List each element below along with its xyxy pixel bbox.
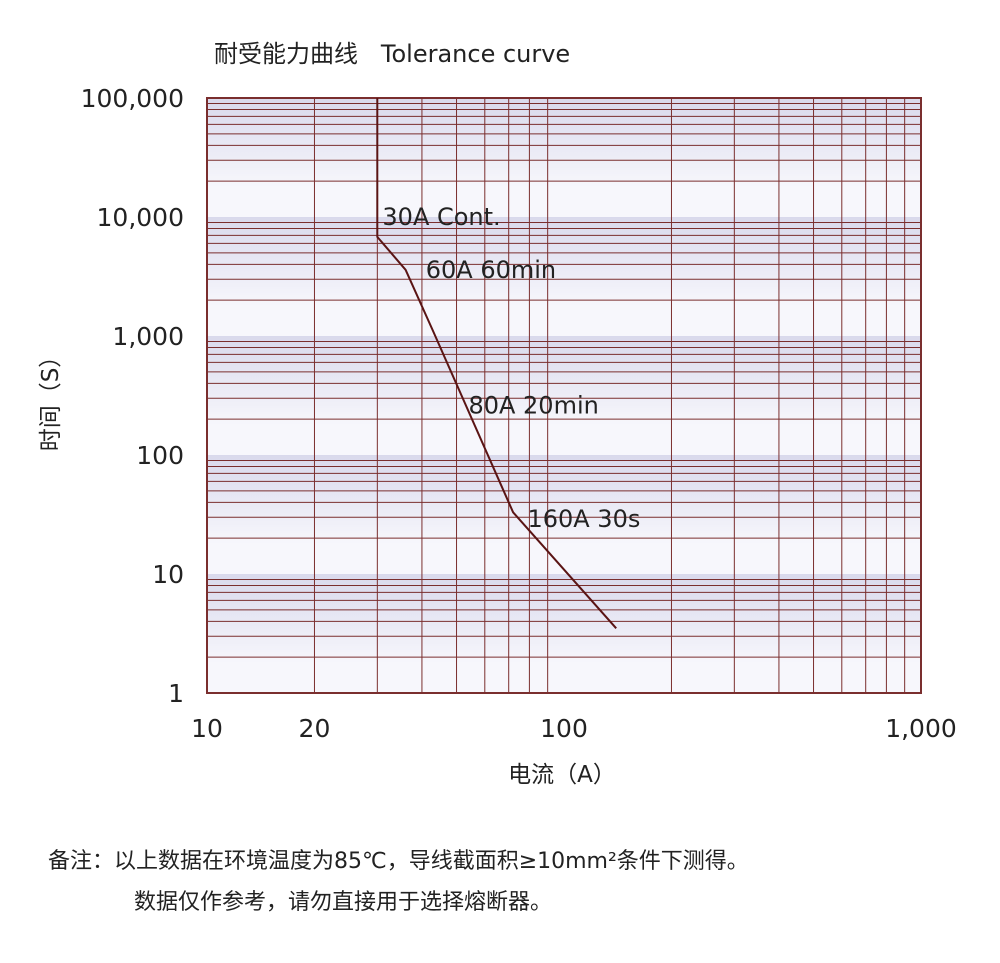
y-tick-label: 100,000 [81, 84, 184, 113]
chart-title: 耐受能力曲线 Tolerance curve [214, 40, 570, 68]
annotations-layer: 30A Cont. 60A 60min 80A 20min 160A 30s [382, 203, 640, 533]
footnote-line-1: 备注：以上数据在环境温度为85℃，导线截面积≥10mm²条件下测得。 [48, 849, 749, 874]
x-tick-label: 20 [299, 714, 331, 743]
curve-annotation: 60A 60min [426, 256, 556, 284]
plot-gridlines [207, 98, 921, 693]
plot-background-bands [207, 98, 921, 693]
x-tick-label: 100 [540, 714, 588, 743]
decade-band [207, 98, 921, 217]
decade-band [207, 217, 921, 336]
decade-band [207, 336, 921, 455]
x-axis-ticks: 10 20 100 1,000 [191, 714, 957, 743]
x-axis-label: 电流（A） [508, 762, 616, 788]
footnote-line-2: 数据仅作参考，请勿直接用于选择熔断器。 [134, 890, 553, 915]
plot-frame [206, 97, 922, 694]
y-axis-label: 时间（S） [38, 345, 64, 452]
y-tick-label: 10 [152, 560, 184, 589]
y-tick-label: 100 [136, 441, 184, 470]
y-tick-label: 1 [168, 679, 184, 708]
tolerance-curve-line [376, 98, 617, 629]
curve-annotation: 160A 30s [527, 505, 640, 533]
x-tick-label: 10 [191, 714, 223, 743]
curve-annotation: 80A 20min [468, 392, 598, 420]
series-layer [376, 98, 617, 629]
curve-annotation: 30A Cont. [382, 203, 500, 231]
y-tick-label: 10,000 [97, 203, 184, 232]
y-axis-ticks: 1 10 100 1,000 10,000 100,000 [81, 84, 184, 708]
decade-band [207, 574, 921, 693]
y-tick-label: 1,000 [112, 322, 184, 351]
decade-band [207, 455, 921, 574]
x-tick-label: 1,000 [885, 714, 957, 743]
